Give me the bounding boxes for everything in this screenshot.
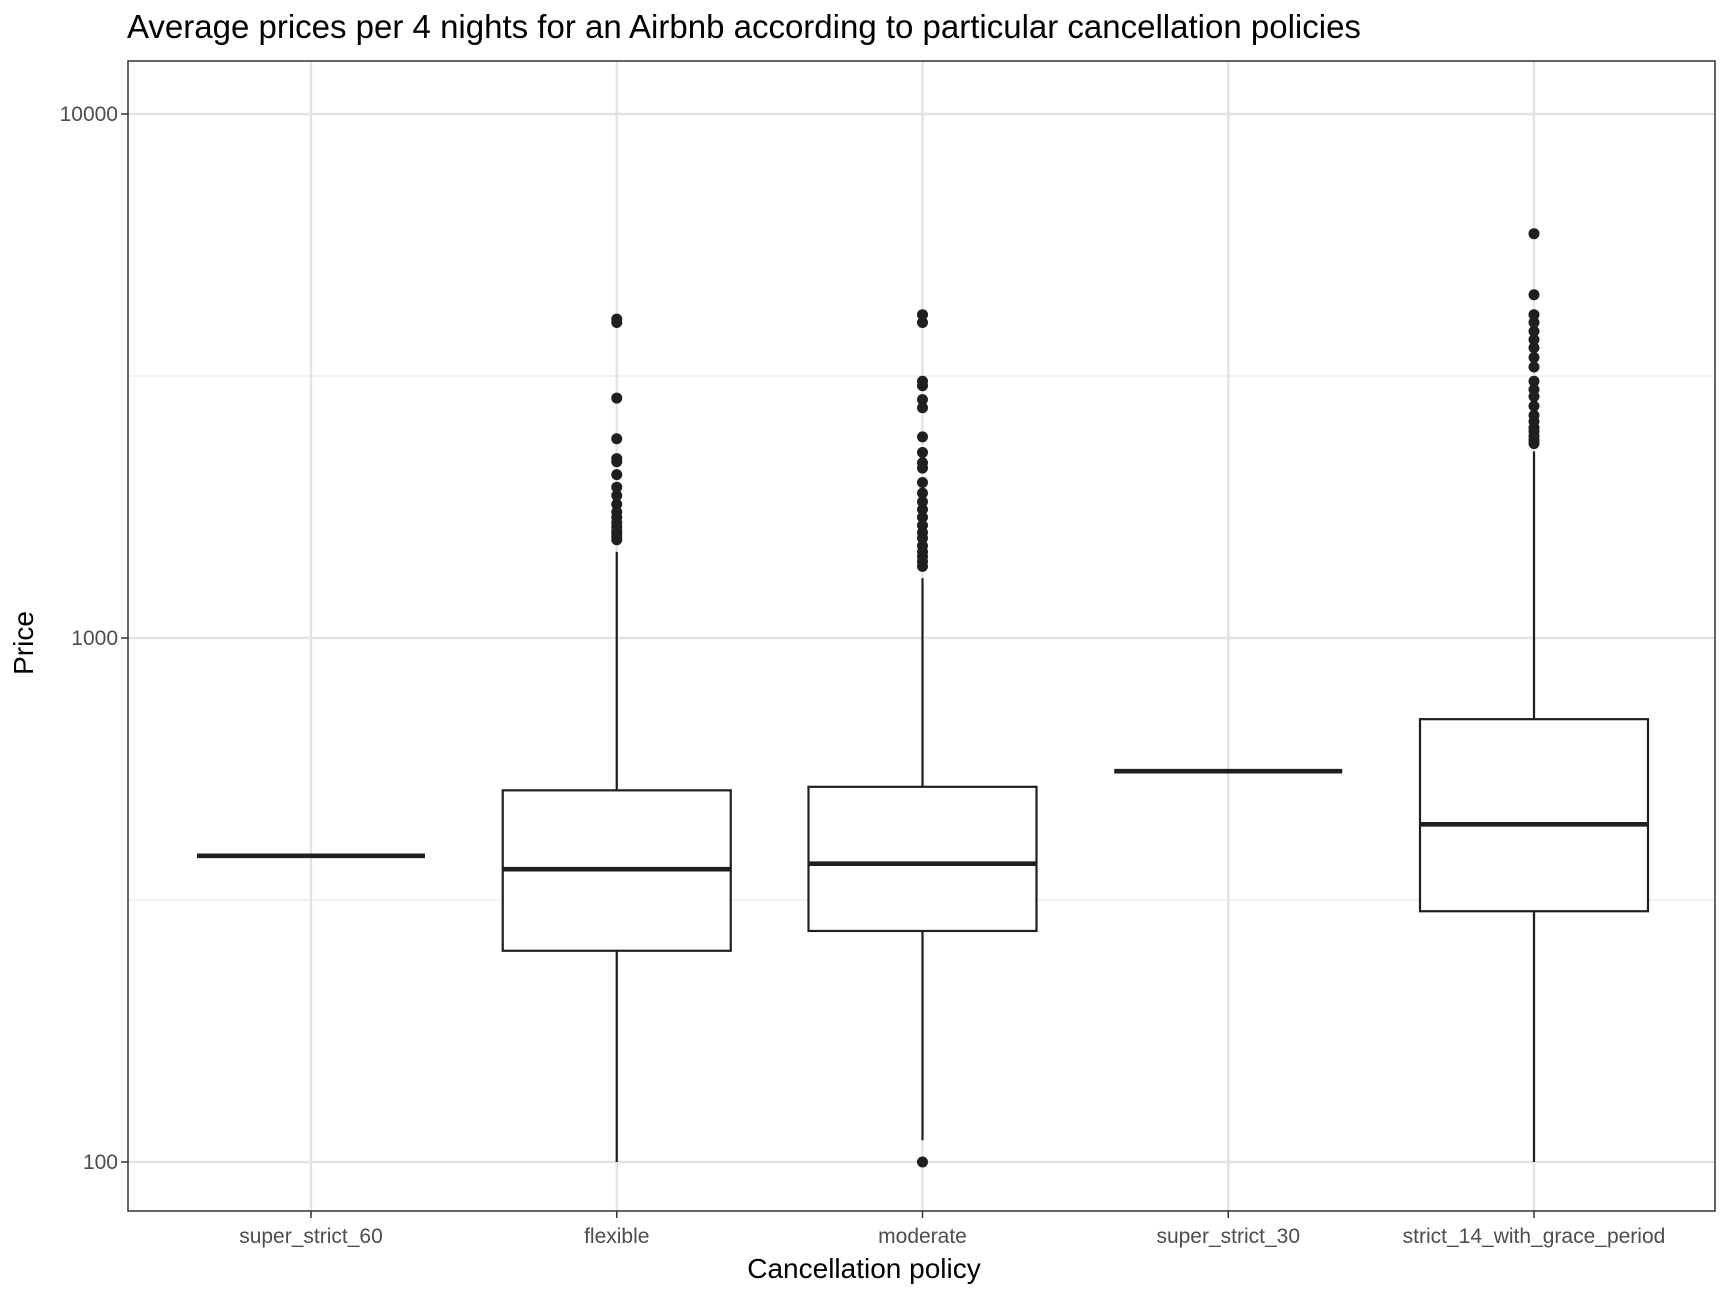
box-plot-series <box>197 228 1650 1168</box>
outlier-point <box>1528 352 1540 364</box>
y-tick-label: 10000 <box>60 103 118 126</box>
y-tick-label: 100 <box>83 1151 118 1174</box>
outlier-point <box>1528 384 1540 396</box>
outlier-point <box>1528 228 1540 240</box>
outlier-point <box>1528 325 1540 337</box>
outlier-point <box>917 477 928 489</box>
outlier-point <box>917 487 928 499</box>
chart-title: Average prices per 4 nights for an Airbn… <box>127 8 1361 45</box>
interquartile-box <box>1418 718 1650 913</box>
box-strict_14_with_grace_period <box>1418 228 1650 1162</box>
outlier-point <box>611 490 623 502</box>
outlier-point <box>611 506 623 518</box>
x-tick-label: super_strict_30 <box>1156 1225 1300 1248</box>
outlier-point <box>917 375 928 387</box>
x-axis-label: Cancellation policy <box>747 1253 981 1284</box>
y-axis: 100 1000 10000 <box>60 103 128 1174</box>
plot-panel-border <box>127 60 1716 1212</box>
interquartile-box <box>807 785 1038 933</box>
outlier-point <box>611 392 623 404</box>
outlier-point <box>611 469 623 481</box>
outlier-point <box>917 402 928 414</box>
outlier-point <box>1528 361 1540 373</box>
box-flexible <box>501 313 732 1162</box>
outlier-point <box>1528 375 1540 387</box>
outlier-point <box>917 446 928 458</box>
outlier-point <box>917 309 928 321</box>
outlier-point <box>917 431 928 443</box>
outlier-point <box>1528 334 1540 346</box>
outlier-point <box>1528 289 1540 301</box>
outlier-point <box>917 503 928 515</box>
outlier-point <box>917 496 928 508</box>
x-tick-label: moderate <box>878 1225 967 1248</box>
outlier-point <box>611 498 623 510</box>
outlier-point <box>1528 317 1540 329</box>
outlier-point <box>917 511 928 523</box>
outlier-point <box>611 313 623 325</box>
outlier-point <box>611 481 623 493</box>
outlier-point <box>1528 342 1540 354</box>
outlier-point <box>611 453 623 465</box>
outlier-point <box>1528 400 1540 412</box>
x-tick-label: strict_14_with_grace_period <box>1403 1225 1666 1248</box>
box-moderate <box>807 309 1038 1168</box>
outlier-point <box>917 1156 928 1168</box>
y-axis-label: Price <box>8 611 39 675</box>
outlier-point <box>917 519 928 531</box>
outlier-point <box>917 317 928 329</box>
outlier-point <box>611 433 623 445</box>
x-tick-label: super_strict_60 <box>239 1225 383 1248</box>
outlier-point <box>1528 309 1540 321</box>
x-tick-label: flexible <box>584 1225 649 1248</box>
outlier-point <box>1528 409 1540 421</box>
outlier-point <box>917 457 928 469</box>
outlier-point <box>917 394 928 406</box>
x-axis: super_strict_60 flexible moderate super_str… <box>239 1211 1665 1248</box>
y-tick-label: 1000 <box>71 627 118 650</box>
